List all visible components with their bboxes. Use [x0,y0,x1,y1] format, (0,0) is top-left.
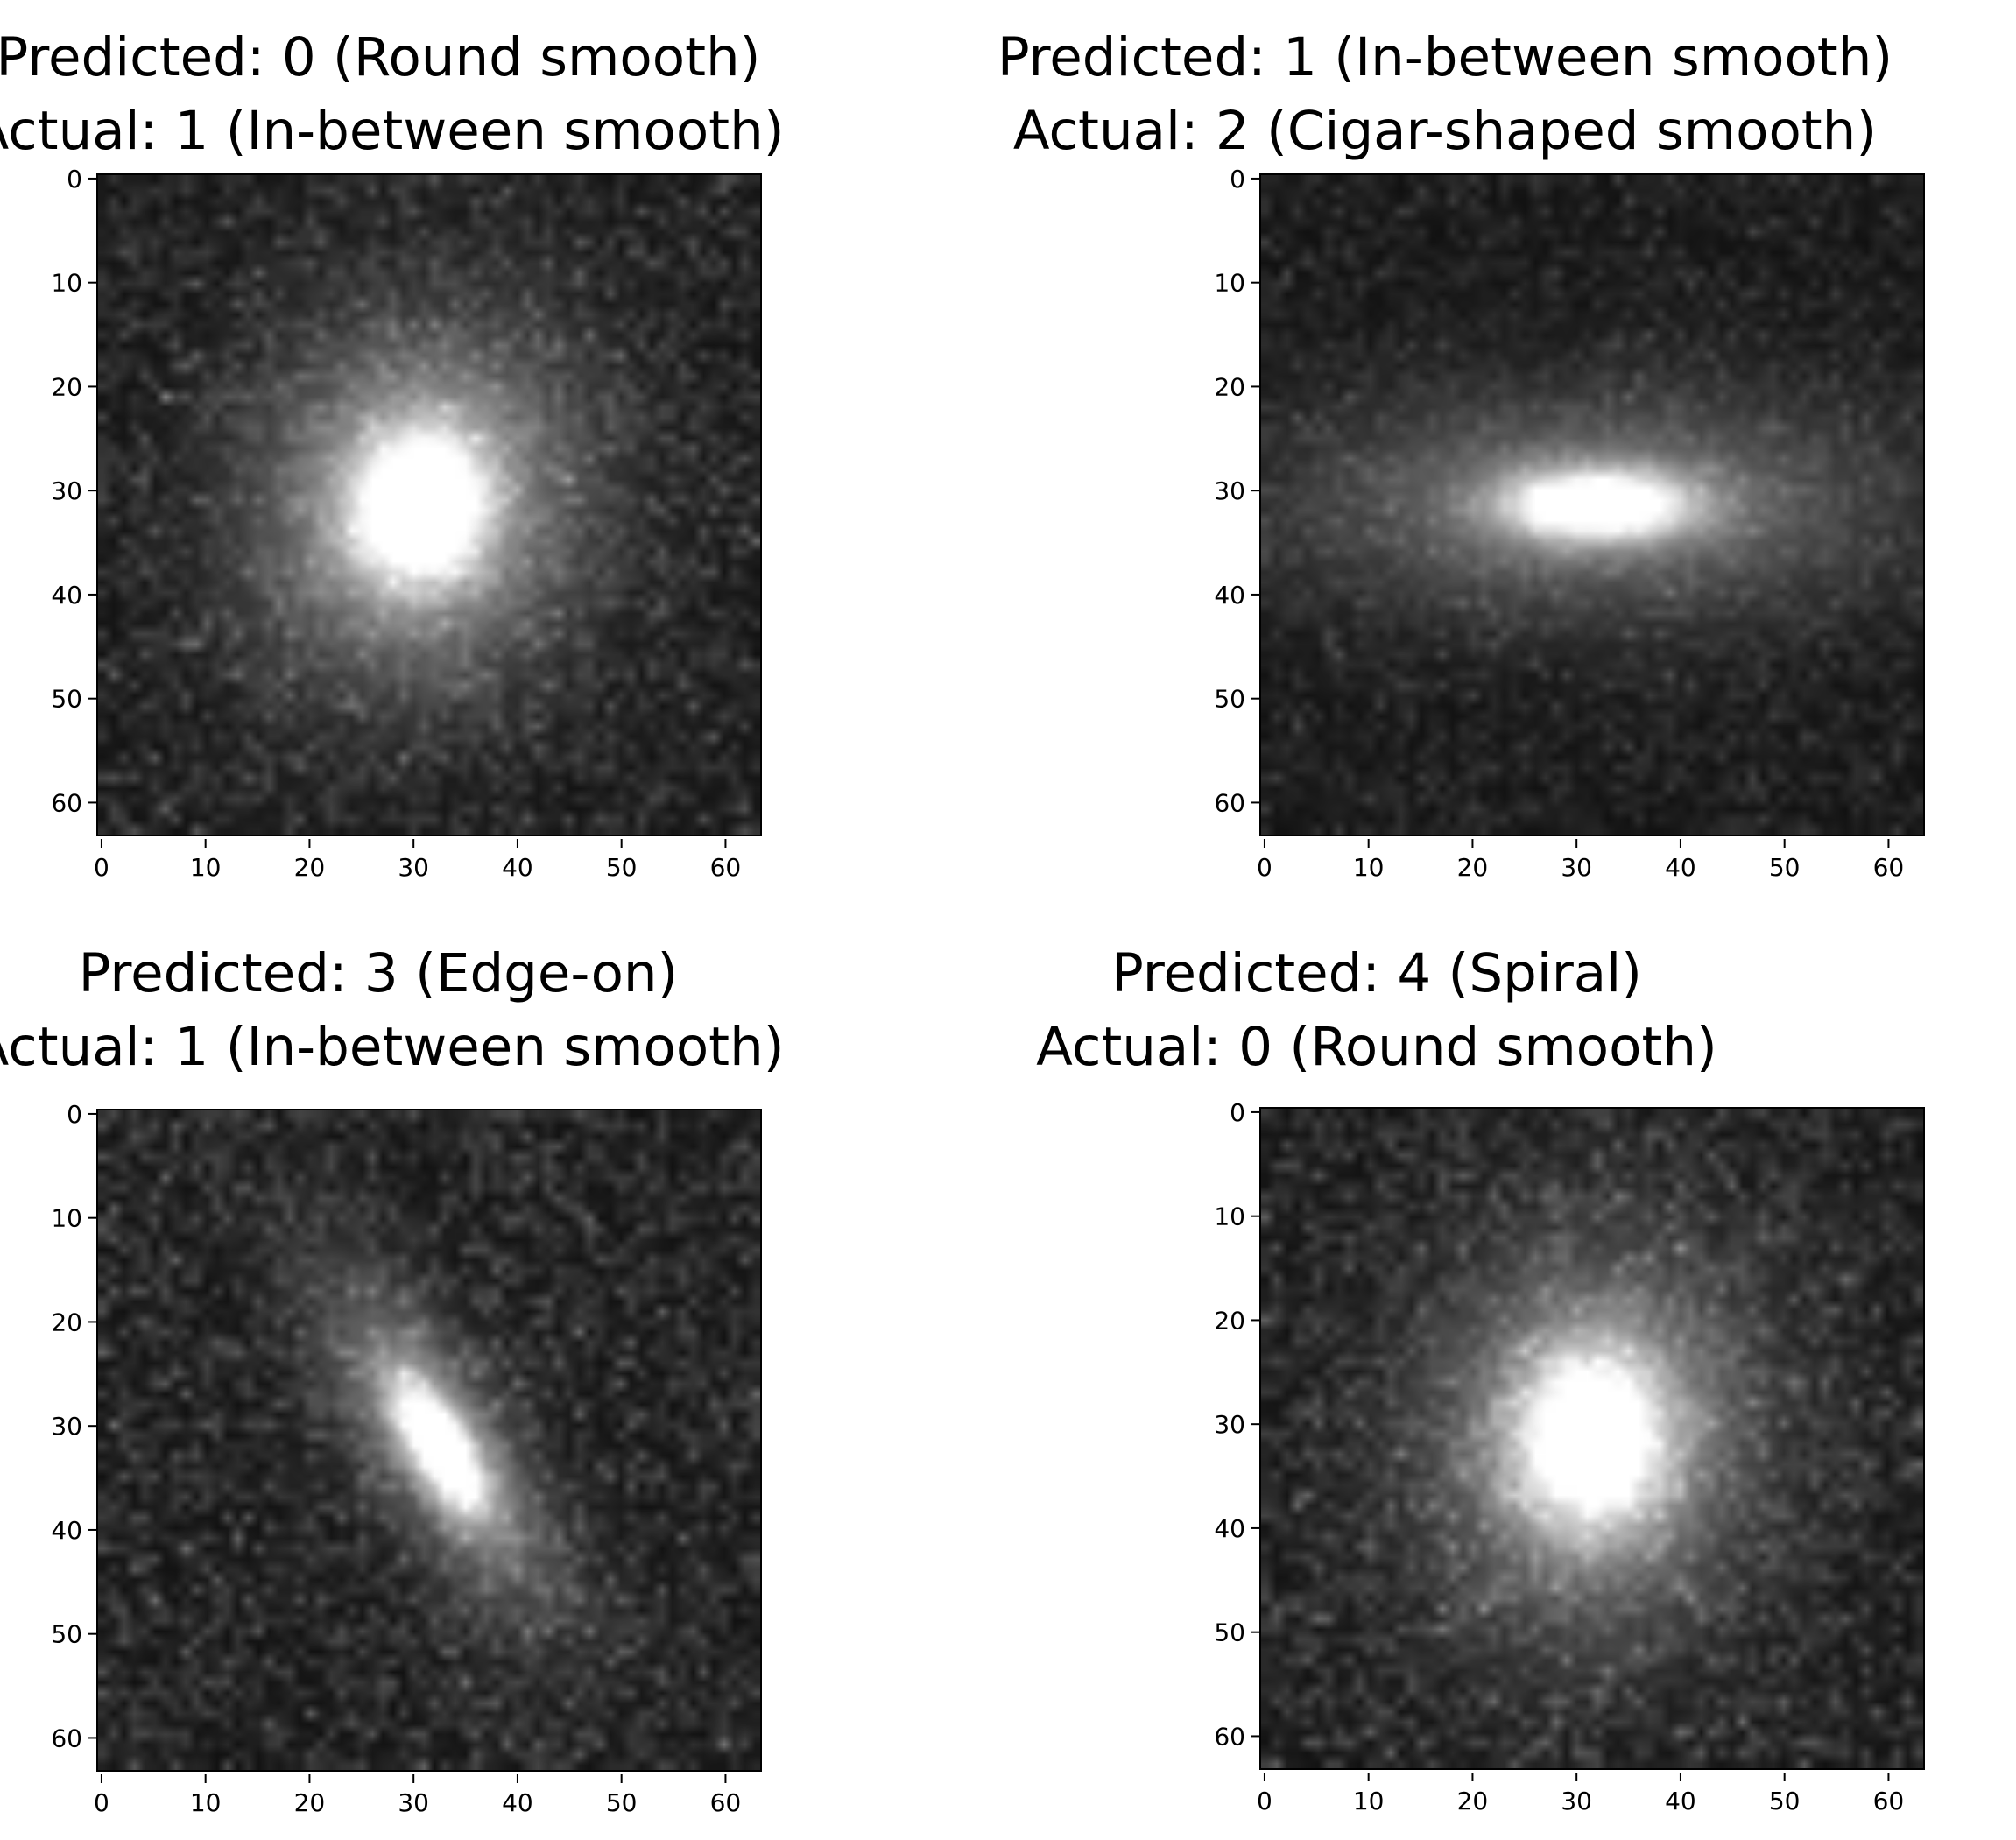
x-tick-label: 50 [606,1788,638,1817]
x-tick-label: 60 [1873,1787,1905,1815]
y-tick-label: 50 [1214,685,1245,714]
x-tick-label: 50 [1769,853,1801,882]
y-tick-label: 50 [51,685,82,714]
y-tick-label: 50 [51,1620,82,1649]
x-tick-label: 20 [294,1788,326,1817]
x-tick-label: 40 [502,853,533,882]
x-tick-label: 40 [502,1788,533,1817]
y-tick-label: 40 [51,581,82,610]
panel-title-line2: Actual: 0 (Round smooth) [1036,1016,1717,1078]
y-tick-label: 30 [51,476,82,505]
y-tick-label: 10 [1214,269,1245,298]
galaxy-image [96,173,762,836]
y-tick-label: 30 [1214,1410,1245,1439]
galaxy-image [1259,173,1925,836]
galaxy-panel-3: Predicted: 4 (Spiral) Actual: 0 (Round s… [963,937,1927,1815]
galaxy-panel-0: Predicted: 0 (Round smooth) Actual: 1 (I… [0,0,963,882]
y-tick-label: 20 [51,372,82,401]
y-tick-label: 40 [1214,581,1245,610]
x-tick-label: 0 [94,853,109,882]
x-tick-label: 30 [398,853,429,882]
panel-title-line1: Predicted: 0 (Round smooth) [0,26,761,88]
y-tick-label: 60 [1214,1722,1245,1751]
x-tick-label: 30 [1561,853,1592,882]
x-tick-label: 20 [1457,1787,1489,1815]
x-tick-label: 60 [1873,853,1905,882]
y-tick-label: 30 [1214,476,1245,505]
y-tick-label: 60 [51,788,82,817]
x-tick-label: 30 [398,1788,429,1817]
y-tick-label: 10 [1214,1202,1245,1231]
x-tick-label: 40 [1665,853,1696,882]
y-tick-label: 20 [51,1308,82,1336]
panel-title-line1: Predicted: 3 (Edge-on) [78,942,679,1005]
y-tick-label: 0 [67,165,82,194]
x-tick-label: 30 [1561,1787,1592,1815]
y-tick-label: 0 [1230,165,1245,194]
axes: 0 10 20 30 40 50 60 0 10 20 30 40 50 60 [51,1100,741,1817]
galaxy-image-canvas [1261,175,1923,835]
galaxy-image [1259,1107,1925,1770]
x-tick-label: 60 [710,1788,742,1817]
x-tick-label: 20 [294,853,326,882]
y-tick-label: 20 [1214,372,1245,401]
y-tick-label: 50 [1214,1618,1245,1647]
x-tick-label: 40 [1665,1787,1696,1815]
x-tick-label: 50 [1769,1787,1801,1815]
galaxy-image-canvas [98,1110,760,1770]
y-tick-label: 20 [1214,1306,1245,1335]
x-tick-label: 50 [606,853,638,882]
x-tick-label: 10 [190,1788,222,1817]
galaxy-image-canvas [98,175,760,835]
y-tick-label: 60 [1214,788,1245,817]
x-tick-label: 0 [1257,1787,1272,1815]
x-tick-label: 10 [1353,853,1385,882]
galaxy-panel-2: Predicted: 3 (Edge-on) Actual: 1 (In-bet… [0,937,963,1817]
y-tick-label: 10 [51,1204,82,1233]
y-tick-label: 60 [51,1724,82,1752]
x-tick-label: 10 [1353,1787,1385,1815]
galaxy-image [96,1109,762,1772]
x-tick-label: 0 [94,1788,109,1817]
x-tick-label: 20 [1457,853,1489,882]
y-tick-label: 40 [1214,1514,1245,1543]
y-tick-label: 30 [51,1412,82,1441]
y-tick-label: 10 [51,269,82,298]
panel-title-line2: Actual: 2 (Cigar-shaped smooth) [1012,100,1878,162]
y-tick-label: 0 [67,1100,82,1129]
panel-title-line1: Predicted: 1 (In-between smooth) [997,26,1893,88]
x-tick-label: 10 [190,853,222,882]
y-tick-label: 0 [1230,1098,1245,1127]
axes: 0 10 20 30 40 50 60 0 10 20 30 40 50 60 [1214,1098,1904,1815]
axes: 0 10 20 30 40 50 60 0 10 20 30 40 50 60 [1214,165,1904,882]
panel-title-line1: Predicted: 4 (Spiral) [1111,942,1642,1005]
x-tick-label: 0 [1257,853,1272,882]
galaxy-panel-1: Predicted: 1 (In-between smooth) Actual:… [963,0,1927,882]
x-tick-label: 60 [710,853,742,882]
panel-title-line2: Actual: 1 (In-between smooth) [0,100,785,162]
panel-title-line2: Actual: 1 (In-between smooth) [0,1016,785,1078]
axes: 0 10 20 30 40 50 60 0 10 20 30 40 50 60 [51,165,741,882]
galaxy-image-canvas [1261,1109,1923,1768]
y-tick-label: 40 [51,1516,82,1545]
